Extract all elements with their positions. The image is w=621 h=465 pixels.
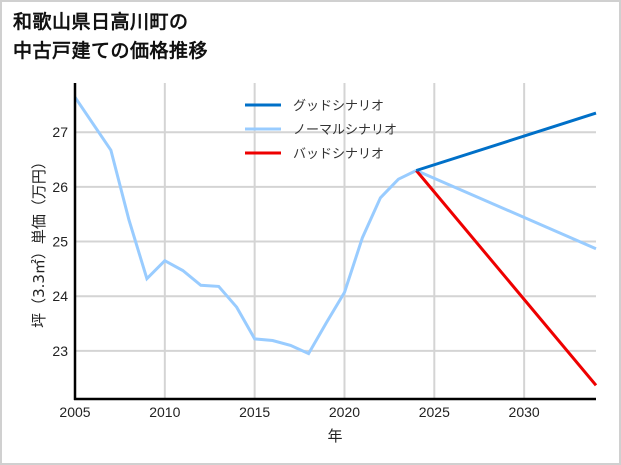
data-lines <box>73 96 598 387</box>
legend-label: バッドシナリオ <box>293 147 384 162</box>
x-axis-label: 年 <box>327 427 342 445</box>
x-tick-label: 2025 <box>419 404 450 420</box>
series-line <box>415 169 597 251</box>
x-tick-label: 2030 <box>509 404 540 420</box>
axes <box>73 83 596 401</box>
legend-label: グッドシナリオ <box>293 99 384 114</box>
series-line <box>415 169 598 387</box>
y-tick-label: 25 <box>52 234 68 250</box>
y-tick-label: 26 <box>52 179 68 195</box>
y-tick-label: 27 <box>52 124 68 140</box>
title-line-1: 和歌山県日高川町の <box>13 11 189 33</box>
chart-title: 和歌山県日高川町の 中古戸建ての価格推移 <box>13 8 208 66</box>
x-tick-label: 2010 <box>149 404 180 420</box>
x-tick-label: 2005 <box>59 404 90 420</box>
series-line <box>73 96 417 356</box>
y-tick-label: 23 <box>52 343 68 359</box>
y-axis-label: 坪（3.3㎡）単価（万円） <box>30 154 48 328</box>
x-tick-label: 2020 <box>329 404 360 420</box>
tick-labels: 2005 2010 2015 2020 2025 2030 23 24 25 26 27 <box>52 124 539 420</box>
series-line <box>415 111 597 172</box>
y-tick-label: 24 <box>52 288 68 304</box>
title-line-2: 中古戸建ての価格推移 <box>13 40 209 62</box>
x-tick-label: 2015 <box>239 404 270 420</box>
legend-label: ノーマルシナリオ <box>293 123 397 138</box>
